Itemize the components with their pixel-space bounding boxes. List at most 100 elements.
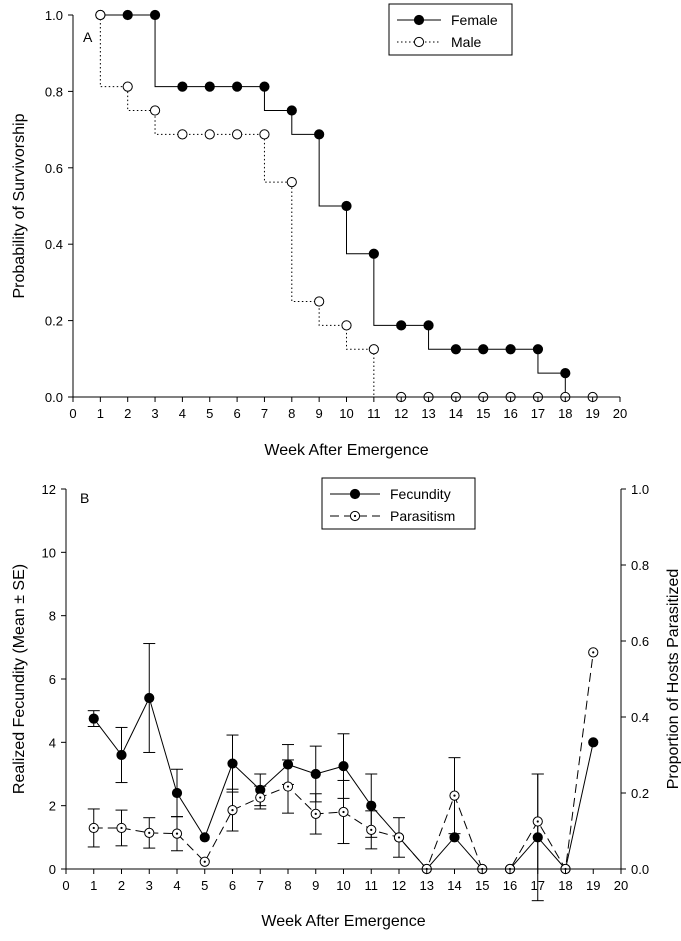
- panel-b-fecundity-point: [366, 800, 377, 811]
- panel-b-x-tick-label: 3: [146, 878, 153, 893]
- panel-b-parasitism-point: [393, 832, 405, 843]
- panel-a-x-tick-label: 10: [339, 406, 353, 421]
- panel-a-female-point: [532, 344, 544, 355]
- panel-b-fecundity-chart: 0 1 2 3 4 5 6 7 8 9 10 11 12 13 14 15 16 17 18 19 20 0246810…: [11, 477, 681, 930]
- panel-a-female-point: [341, 200, 352, 212]
- panel-a-female-point: [368, 248, 379, 259]
- panel-a-male-point: [232, 129, 243, 140]
- panel-b-parasitism-point: [171, 828, 183, 839]
- panel-b-fecundity-point: [88, 713, 99, 724]
- panel-b-x-tick-label: 13: [420, 878, 434, 893]
- panel-a-female-point: [423, 320, 434, 331]
- panel-a-x-tick-label: 0: [69, 406, 76, 421]
- panel-a-female-point: [450, 344, 461, 355]
- panel-a-x-tick-label: 5: [206, 406, 213, 421]
- panel-a-x-tick-label: 19: [585, 406, 599, 421]
- panel-a-female-point: [149, 9, 161, 21]
- panel-b-parasitism-point: [255, 792, 266, 803]
- panel-b-y2-axis-label: Proportion of Hosts Parasitized: [665, 569, 681, 790]
- panel-a-male-point: [122, 81, 133, 92]
- panel-b-parasitism-point: [199, 856, 210, 867]
- panel-b-x-tick-label: 19: [586, 878, 600, 893]
- panel-a-male-point: [259, 129, 270, 140]
- panel-b-y2-tick-label: 0.8: [631, 558, 649, 573]
- panel-a-x-axis-label: Week After Emergence: [264, 442, 428, 459]
- panel-a-male-point: [177, 129, 188, 140]
- panel-b-parasitism-point: [116, 822, 127, 834]
- panel-b-x-tick-label: 0: [62, 878, 69, 893]
- panel-a-legend-male-marker: [413, 36, 425, 48]
- panel-b-x-tick-label: 9: [312, 878, 319, 893]
- panel-a-x-tick-label: 20: [613, 406, 627, 421]
- panel-a-x-tick-label: 6: [233, 406, 240, 421]
- panel-b-parasitism-point: [338, 806, 349, 818]
- panel-a-legend-female-label: Female: [451, 12, 498, 28]
- panel-a-y-tick-label: 0.2: [45, 314, 63, 329]
- panel-a-male-point: [95, 9, 106, 21]
- panel-b-fecundity-point: [116, 749, 127, 761]
- panel-b-x-tick-label: 8: [284, 878, 291, 893]
- panel-b-x-tick-label: 18: [558, 878, 572, 893]
- panel-a-legend-box: [388, 3, 513, 56]
- panel-b-legend: Fecundity Parasitism: [321, 477, 476, 530]
- panel-b-fecundity-point: [532, 832, 543, 843]
- panel-a-x-tick-label: 12: [394, 406, 408, 421]
- panel-a-female-point: [560, 368, 571, 379]
- panel-a-x-tick-label: 8: [288, 406, 295, 421]
- panel-a-female-point: [396, 320, 407, 331]
- panel-b-y2-tick-label: 0.2: [631, 786, 649, 801]
- panel-b-x-tick-label: 4: [173, 878, 180, 893]
- panel-b-x-tick-label: 2: [118, 878, 125, 893]
- panel-b-fecundity-point: [449, 832, 460, 843]
- panel-a-x-tick-label: 7: [261, 406, 268, 421]
- panel-b-parasitism-point: [282, 781, 294, 792]
- panel-a-male-point: [314, 296, 325, 307]
- panel-b-y2-tick-label: 0.6: [631, 634, 649, 649]
- panel-a-female-point: [478, 344, 489, 355]
- panel-b-fecundity-point: [338, 760, 349, 772]
- panel-a-y-tick-label: 0.6: [45, 161, 63, 176]
- panel-b-y-tick-label: 2: [49, 799, 56, 814]
- panel-b-y-tick-label: 8: [49, 609, 56, 624]
- panel-b-x-tick-label: 11: [365, 878, 379, 893]
- panel-b-fecundity-point: [282, 759, 294, 770]
- panel-a-y-tick-label: 1.0: [45, 8, 63, 23]
- panel-a-x-tick-label: 9: [316, 406, 323, 421]
- panel-a-x-tick-label: 15: [476, 406, 490, 421]
- panel-b-label: B: [80, 490, 89, 506]
- panel-b-y-axis-label: Realized Fecundity (Mean ± SE): [11, 564, 28, 794]
- panel-a-x-tick-label: 17: [531, 406, 545, 421]
- panel-a-label: A: [83, 29, 93, 45]
- panel-a-male-point: [341, 320, 352, 331]
- panel-a-female-point: [286, 105, 297, 116]
- panel-b-parasitism-point: [449, 790, 460, 801]
- panel-b-x-tick-label: 10: [336, 878, 350, 893]
- panel-b-fecundity-point: [199, 832, 210, 843]
- panel-a-male-point: [368, 344, 379, 355]
- panel-b-fecundity-point: [144, 692, 155, 704]
- panel-a-y-tick-label: 0.0: [45, 390, 63, 405]
- panel-b-parasitism-point: [144, 827, 155, 839]
- panel-b-fecundity-point: [227, 758, 238, 769]
- panel-a-female-point: [177, 81, 188, 92]
- panel-b-x-tick-label: 1: [90, 878, 97, 893]
- panel-b-parasitism-point: [532, 816, 543, 827]
- panel-a-x-tick-label: 14: [449, 406, 463, 421]
- panel-b-legend-parasitism-marker: [349, 510, 361, 522]
- panel-a-x-tick-label: 18: [558, 406, 572, 421]
- panel-b-x-tick-label: 16: [503, 878, 517, 893]
- panel-a-female-point: [232, 81, 243, 92]
- panel-a-x-tick-label: 2: [124, 406, 131, 421]
- panel-b-legend-fecundity-label: Fecundity: [390, 486, 451, 502]
- panel-a-legend-male-label: Male: [451, 34, 482, 50]
- panel-a-female-point: [314, 129, 325, 140]
- panel-b-parasitism-point: [310, 808, 321, 820]
- panel-b-fecundity-point: [588, 737, 599, 748]
- panel-b-y-tick-label: 12: [42, 482, 56, 497]
- panel-b-y-tick-label: 4: [49, 735, 56, 750]
- panel-b-x-tick-label: 15: [475, 878, 489, 893]
- panel-b-legend-fecundity-marker: [349, 488, 361, 500]
- panel-b-fecundity-point: [310, 768, 321, 780]
- panel-b-y2-tick-label: 0.4: [631, 710, 649, 725]
